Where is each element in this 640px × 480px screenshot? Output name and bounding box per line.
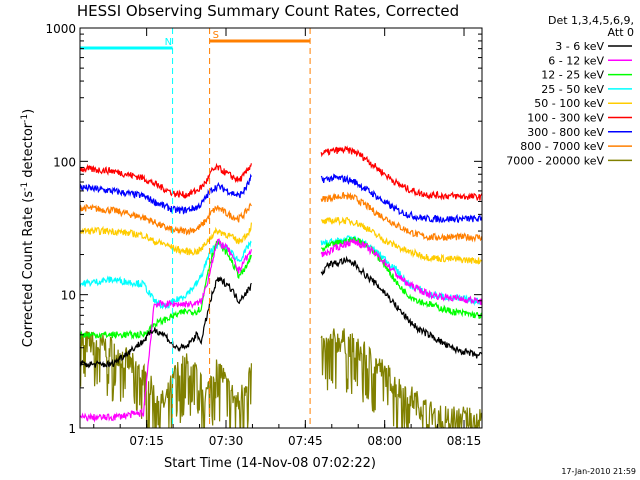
plot-area: NS [80, 28, 482, 428]
flag-label-n: N [165, 37, 172, 48]
x-tick-label: 07:30 [209, 434, 244, 448]
x-tick-label: 07:15 [129, 434, 164, 448]
x-axis: 07:15 07:30 07:45 08:00 08:15 [93, 28, 482, 448]
series-line-800-7000-kev [80, 191, 482, 243]
series-line-12-25-kev [80, 236, 482, 340]
x-tick-label: 08:00 [367, 434, 402, 448]
plot-timestamp: 17-Jan-2010 21:59 [561, 467, 636, 476]
legend-header: Att 0 [608, 26, 634, 39]
x-axis-label: Start Time (14-Nov-08 07:02:22) [164, 456, 376, 471]
y-tick-label: 1000 [45, 22, 76, 36]
series-line-6-12-kev [80, 238, 482, 423]
x-tick-label: 08:15 [447, 434, 482, 448]
y-tick-label: 1 [68, 422, 76, 436]
legend-label: 50 - 100 keV [534, 97, 604, 110]
y-axis-label: Corrected Count Rate (s-1 detector-1) [20, 109, 36, 347]
y-tick-label: 10 [61, 289, 76, 303]
y-axis: 1 10 100 1000 [45, 22, 482, 436]
x-tick-label: 07:45 [288, 434, 323, 448]
legend-label: 800 - 7000 keV [520, 140, 604, 153]
legend-label: 300 - 800 keV [527, 126, 604, 139]
series-line-50-100-kev [80, 216, 482, 265]
legend-label: 6 - 12 keV [548, 54, 604, 67]
legend-header: Det 1,3,4,5,6,9, [548, 14, 634, 27]
legend-label: 7000 - 20000 keV [506, 154, 604, 167]
series-line-300-800-kev [80, 173, 482, 224]
legend-label: 3 - 6 keV [555, 40, 604, 53]
series-line-25-50-kev [80, 235, 482, 311]
y-tick-label: 100 [53, 155, 76, 169]
legend-label: 25 - 50 keV [541, 83, 604, 96]
plot-frame [79, 27, 483, 429]
series-line-100-300-kev [80, 145, 482, 201]
legend-label: 12 - 25 keV [541, 69, 604, 82]
legend-label: 100 - 300 keV [527, 112, 604, 125]
flag-label-s: S [213, 30, 219, 41]
chart-title: HESSI Observing Summary Count Rates, Cor… [77, 2, 459, 20]
series-line-3-6-kev [80, 255, 482, 369]
series-line-7000-20000-kev [80, 328, 482, 428]
